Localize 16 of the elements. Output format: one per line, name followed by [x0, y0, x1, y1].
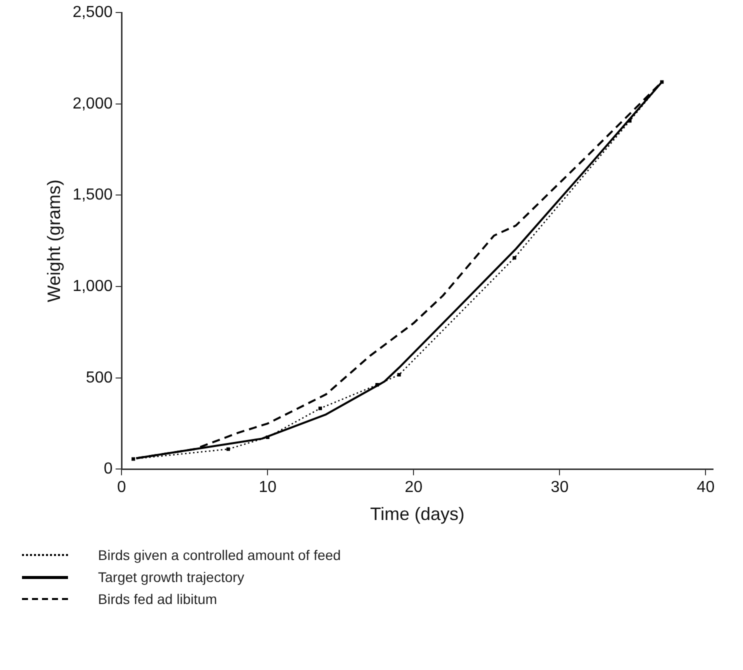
- y-tick-label: 2,000: [72, 95, 113, 112]
- y-tick-label: 2,500: [72, 4, 113, 22]
- x-tick-label: 40: [696, 479, 715, 496]
- x-tick-label: 10: [258, 479, 277, 496]
- legend-label: Birds given a controlled amount of feed: [98, 547, 341, 563]
- y-tick-label: 500: [86, 369, 113, 386]
- x-tick-label: 0: [117, 479, 126, 496]
- y-axis-title: Weight (grams): [44, 180, 64, 302]
- legend-label: Target growth trajectory: [98, 569, 244, 585]
- x-axis-title: Time (days): [370, 504, 464, 524]
- y-tick-label: 1,000: [72, 278, 113, 295]
- x-tick-label: 30: [550, 479, 569, 496]
- legend-label: Birds fed ad libitum: [98, 591, 218, 607]
- y-tick-label: 1,500: [72, 186, 113, 204]
- y-tick-label: 0: [104, 460, 113, 478]
- x-tick-label: 20: [404, 479, 423, 496]
